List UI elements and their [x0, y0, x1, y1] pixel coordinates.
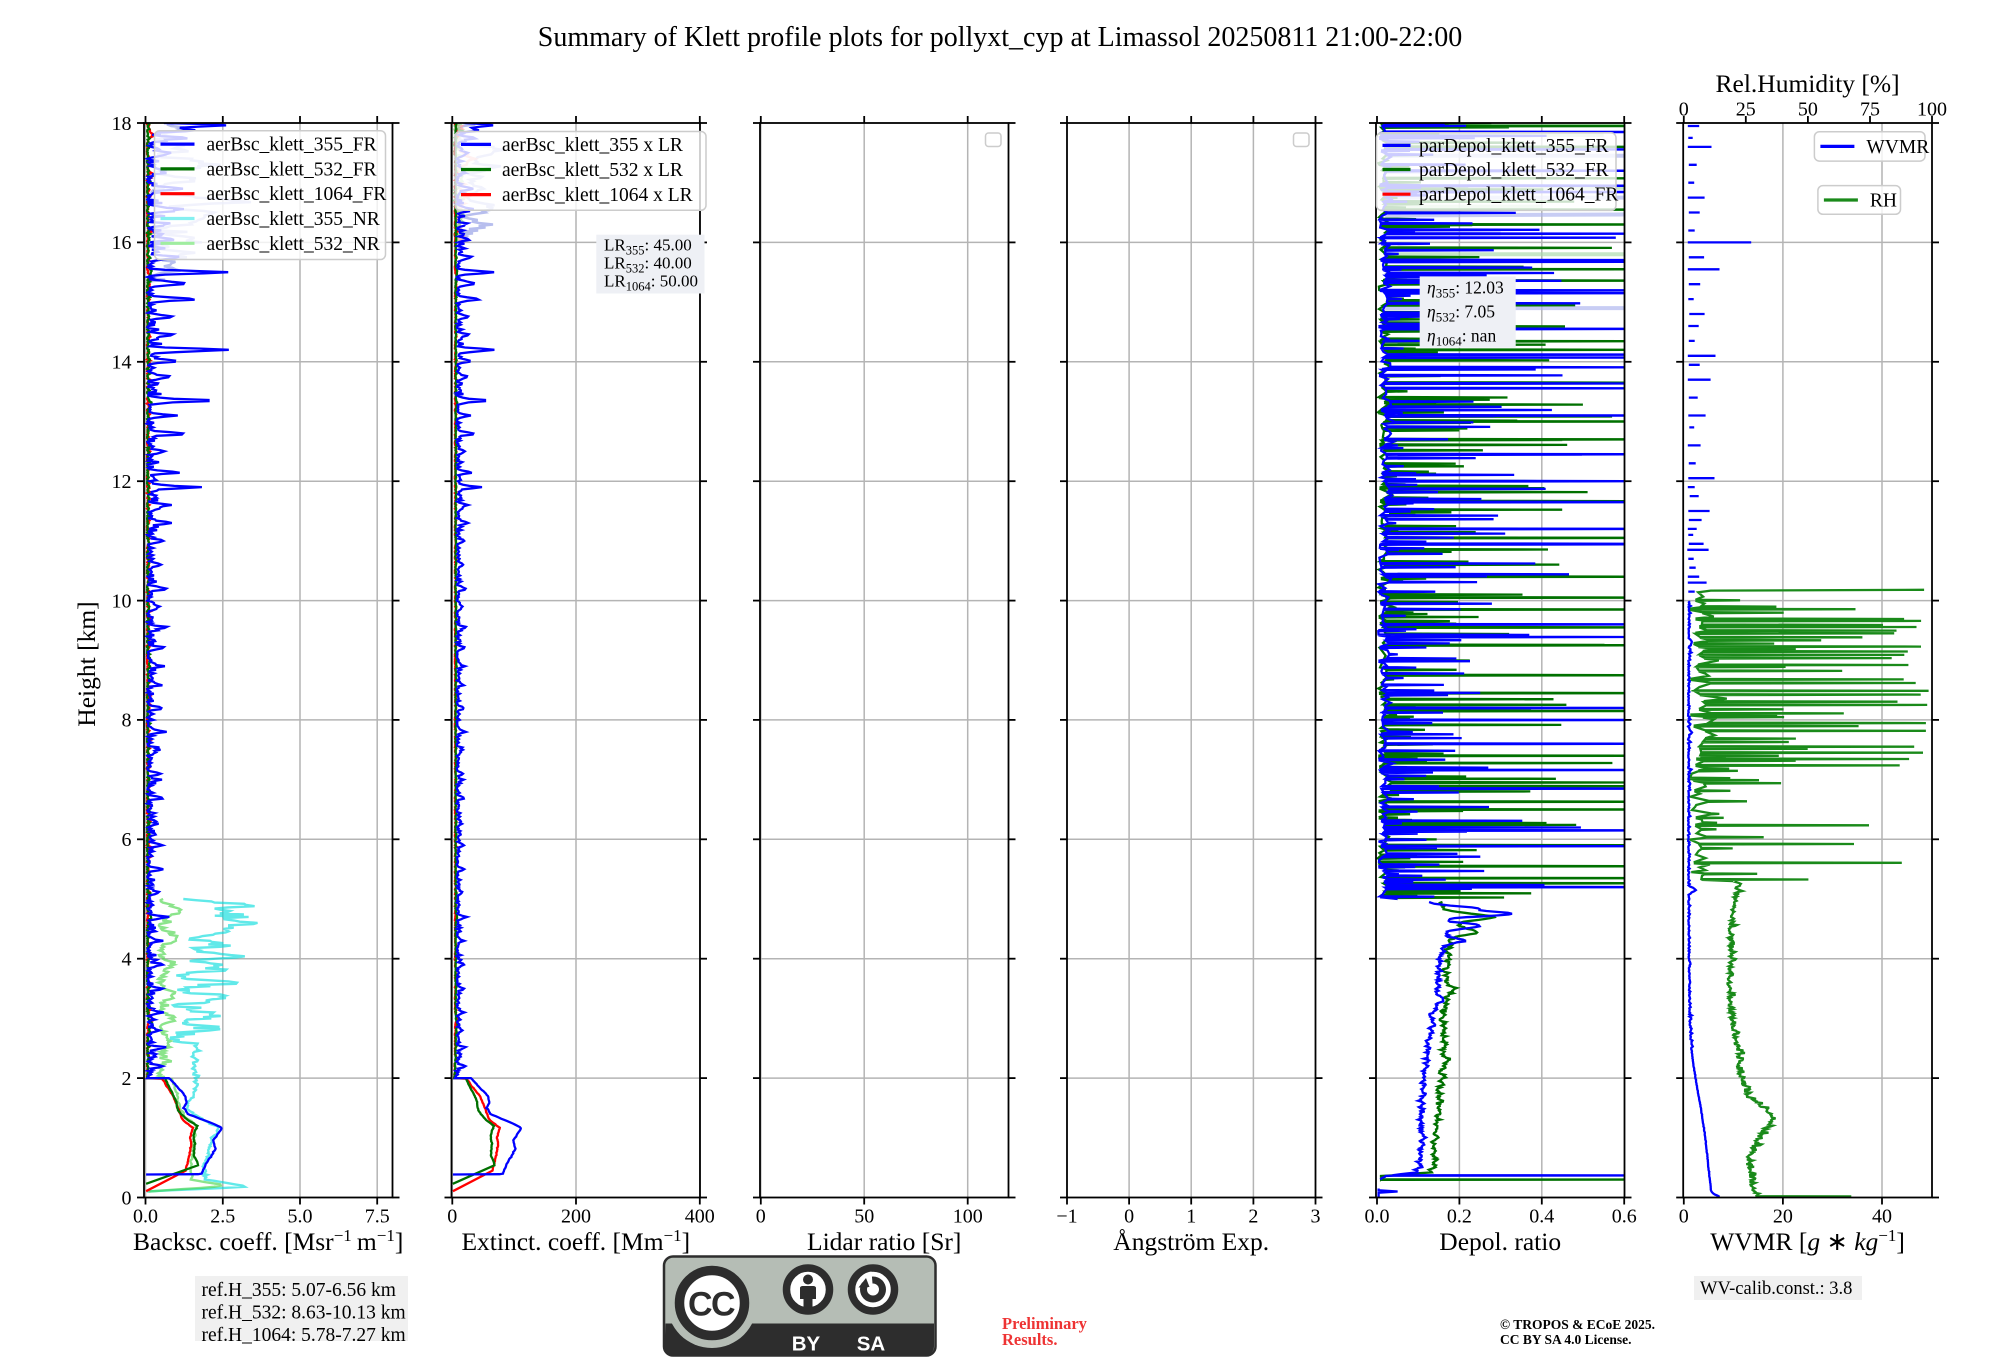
svg-text:Results.: Results. [1002, 1330, 1057, 1349]
svg-text:0: 0 [1679, 1206, 1689, 1228]
svg-text:aerBsc_klett_532 x LR: aerBsc_klett_532 x LR [502, 160, 683, 181]
svg-text:0.6: 0.6 [1612, 1206, 1637, 1228]
svg-text:0.2: 0.2 [1447, 1206, 1472, 1228]
svg-text:ref.H_1064: 5.78-7.27 km: ref.H_1064: 5.78-7.27 km [202, 1325, 406, 1346]
svg-text:parDepol_klett_355_FR: parDepol_klett_355_FR [1419, 136, 1609, 157]
svg-text:parDepol_klett_1064_FR: parDepol_klett_1064_FR [1419, 185, 1618, 206]
svg-text:100: 100 [953, 1206, 983, 1228]
svg-text:75: 75 [1860, 99, 1880, 121]
svg-text:aerBsc_klett_1064_FR: aerBsc_klett_1064_FR [207, 184, 387, 205]
svg-text:0: 0 [447, 1206, 457, 1228]
svg-text:aerBsc_klett_355 x LR: aerBsc_klett_355 x LR [502, 135, 683, 156]
svg-text:RH: RH [1870, 191, 1897, 212]
svg-text:η355: 12.03: η355: 12.03 [1427, 278, 1504, 301]
svg-text:7.5: 7.5 [365, 1206, 390, 1228]
svg-text:0: 0 [756, 1206, 766, 1228]
svg-text:2.5: 2.5 [210, 1206, 235, 1228]
svg-text:CC: CC [688, 1286, 735, 1324]
svg-text:−1: −1 [1056, 1206, 1077, 1228]
svg-text:LR1064: 50.00: LR1064: 50.00 [604, 271, 698, 293]
svg-text:Depol. ratio: Depol. ratio [1439, 1227, 1561, 1256]
svg-text:SA: SA [857, 1333, 886, 1356]
svg-text:10: 10 [112, 590, 132, 612]
svg-text:12: 12 [112, 471, 132, 493]
svg-text:50: 50 [1798, 99, 1818, 121]
svg-text:0: 0 [1124, 1206, 1134, 1228]
svg-text:ref.H_355: 5.07-6.56 km: ref.H_355: 5.07-6.56 km [202, 1280, 396, 1301]
svg-text:Summary of Klett profile plots: Summary of Klett profile plots for polly… [538, 22, 1462, 53]
svg-text:aerBsc_klett_1064 x LR: aerBsc_klett_1064 x LR [502, 185, 693, 206]
svg-text:40: 40 [1872, 1206, 1892, 1228]
svg-text:ref.H_532: 8.63-10.13 km: ref.H_532: 8.63-10.13 km [202, 1303, 406, 1324]
svg-text:20: 20 [1773, 1206, 1793, 1228]
svg-text:50: 50 [854, 1206, 874, 1228]
svg-text:WV-calib.const.: 3.8: WV-calib.const.: 3.8 [1700, 1279, 1852, 1299]
svg-text:16: 16 [112, 232, 132, 254]
svg-text:LR532: 40.00: LR532: 40.00 [604, 253, 692, 275]
svg-text:WVMR: WVMR [1866, 137, 1929, 158]
svg-text:18: 18 [112, 113, 132, 135]
svg-text:aerBsc_klett_355_FR: aerBsc_klett_355_FR [207, 135, 377, 156]
svg-text:2: 2 [1248, 1206, 1258, 1228]
svg-text:4: 4 [122, 949, 132, 971]
svg-text:5.0: 5.0 [288, 1206, 313, 1228]
svg-text:Height [km]: Height [km] [72, 601, 101, 726]
svg-text:100: 100 [1917, 99, 1947, 121]
svg-text:Backsc. coeff. [Msr−1 m−1]: Backsc. coeff. [Msr−1 m−1] [133, 1226, 403, 1256]
svg-text:Lidar ratio [Sr]: Lidar ratio [Sr] [807, 1227, 961, 1256]
svg-text:η532: 7.05: η532: 7.05 [1427, 302, 1495, 325]
svg-text:BY: BY [792, 1333, 821, 1356]
svg-text:14: 14 [112, 352, 132, 374]
svg-text:200: 200 [561, 1206, 591, 1228]
svg-text:LR355: 45.00: LR355: 45.00 [604, 236, 692, 258]
svg-text:25: 25 [1736, 99, 1756, 121]
svg-text:8: 8 [122, 710, 132, 732]
svg-text:1: 1 [1186, 1206, 1196, 1228]
svg-text:CC BY SA 4.0 License.: CC BY SA 4.0 License. [1500, 1332, 1632, 1347]
svg-text:Extinct. coeff. [Mm−1]: Extinct. coeff. [Mm−1] [461, 1226, 690, 1256]
svg-text:0: 0 [1679, 99, 1689, 121]
svg-text:aerBsc_klett_532_NR: aerBsc_klett_532_NR [207, 234, 380, 255]
svg-text:0: 0 [122, 1187, 132, 1209]
svg-text:Ångström Exp.: Ångström Exp. [1113, 1227, 1269, 1256]
svg-text:3: 3 [1311, 1206, 1321, 1228]
svg-text:2: 2 [122, 1068, 132, 1090]
svg-text:6: 6 [122, 829, 132, 851]
svg-text:© TROPOS & ECoE 2025.: © TROPOS & ECoE 2025. [1500, 1317, 1655, 1332]
svg-text:aerBsc_klett_532_FR: aerBsc_klett_532_FR [207, 159, 377, 180]
svg-text:400: 400 [685, 1206, 715, 1228]
svg-text:Rel.Humidity [%]: Rel.Humidity [%] [1716, 69, 1900, 98]
svg-text:aerBsc_klett_355_NR: aerBsc_klett_355_NR [207, 209, 380, 230]
svg-text:0.0: 0.0 [133, 1206, 158, 1228]
svg-text:0.0: 0.0 [1365, 1206, 1390, 1228]
svg-text:Preliminary: Preliminary [1002, 1314, 1088, 1333]
svg-text:0.4: 0.4 [1529, 1206, 1554, 1228]
svg-text:η1064: nan: η1064: nan [1427, 326, 1496, 349]
svg-text:parDepol_klett_532_FR: parDepol_klett_532_FR [1419, 160, 1609, 181]
svg-text:WVMR [g ∗ kg−1]: WVMR [g ∗ kg−1] [1710, 1226, 1905, 1256]
